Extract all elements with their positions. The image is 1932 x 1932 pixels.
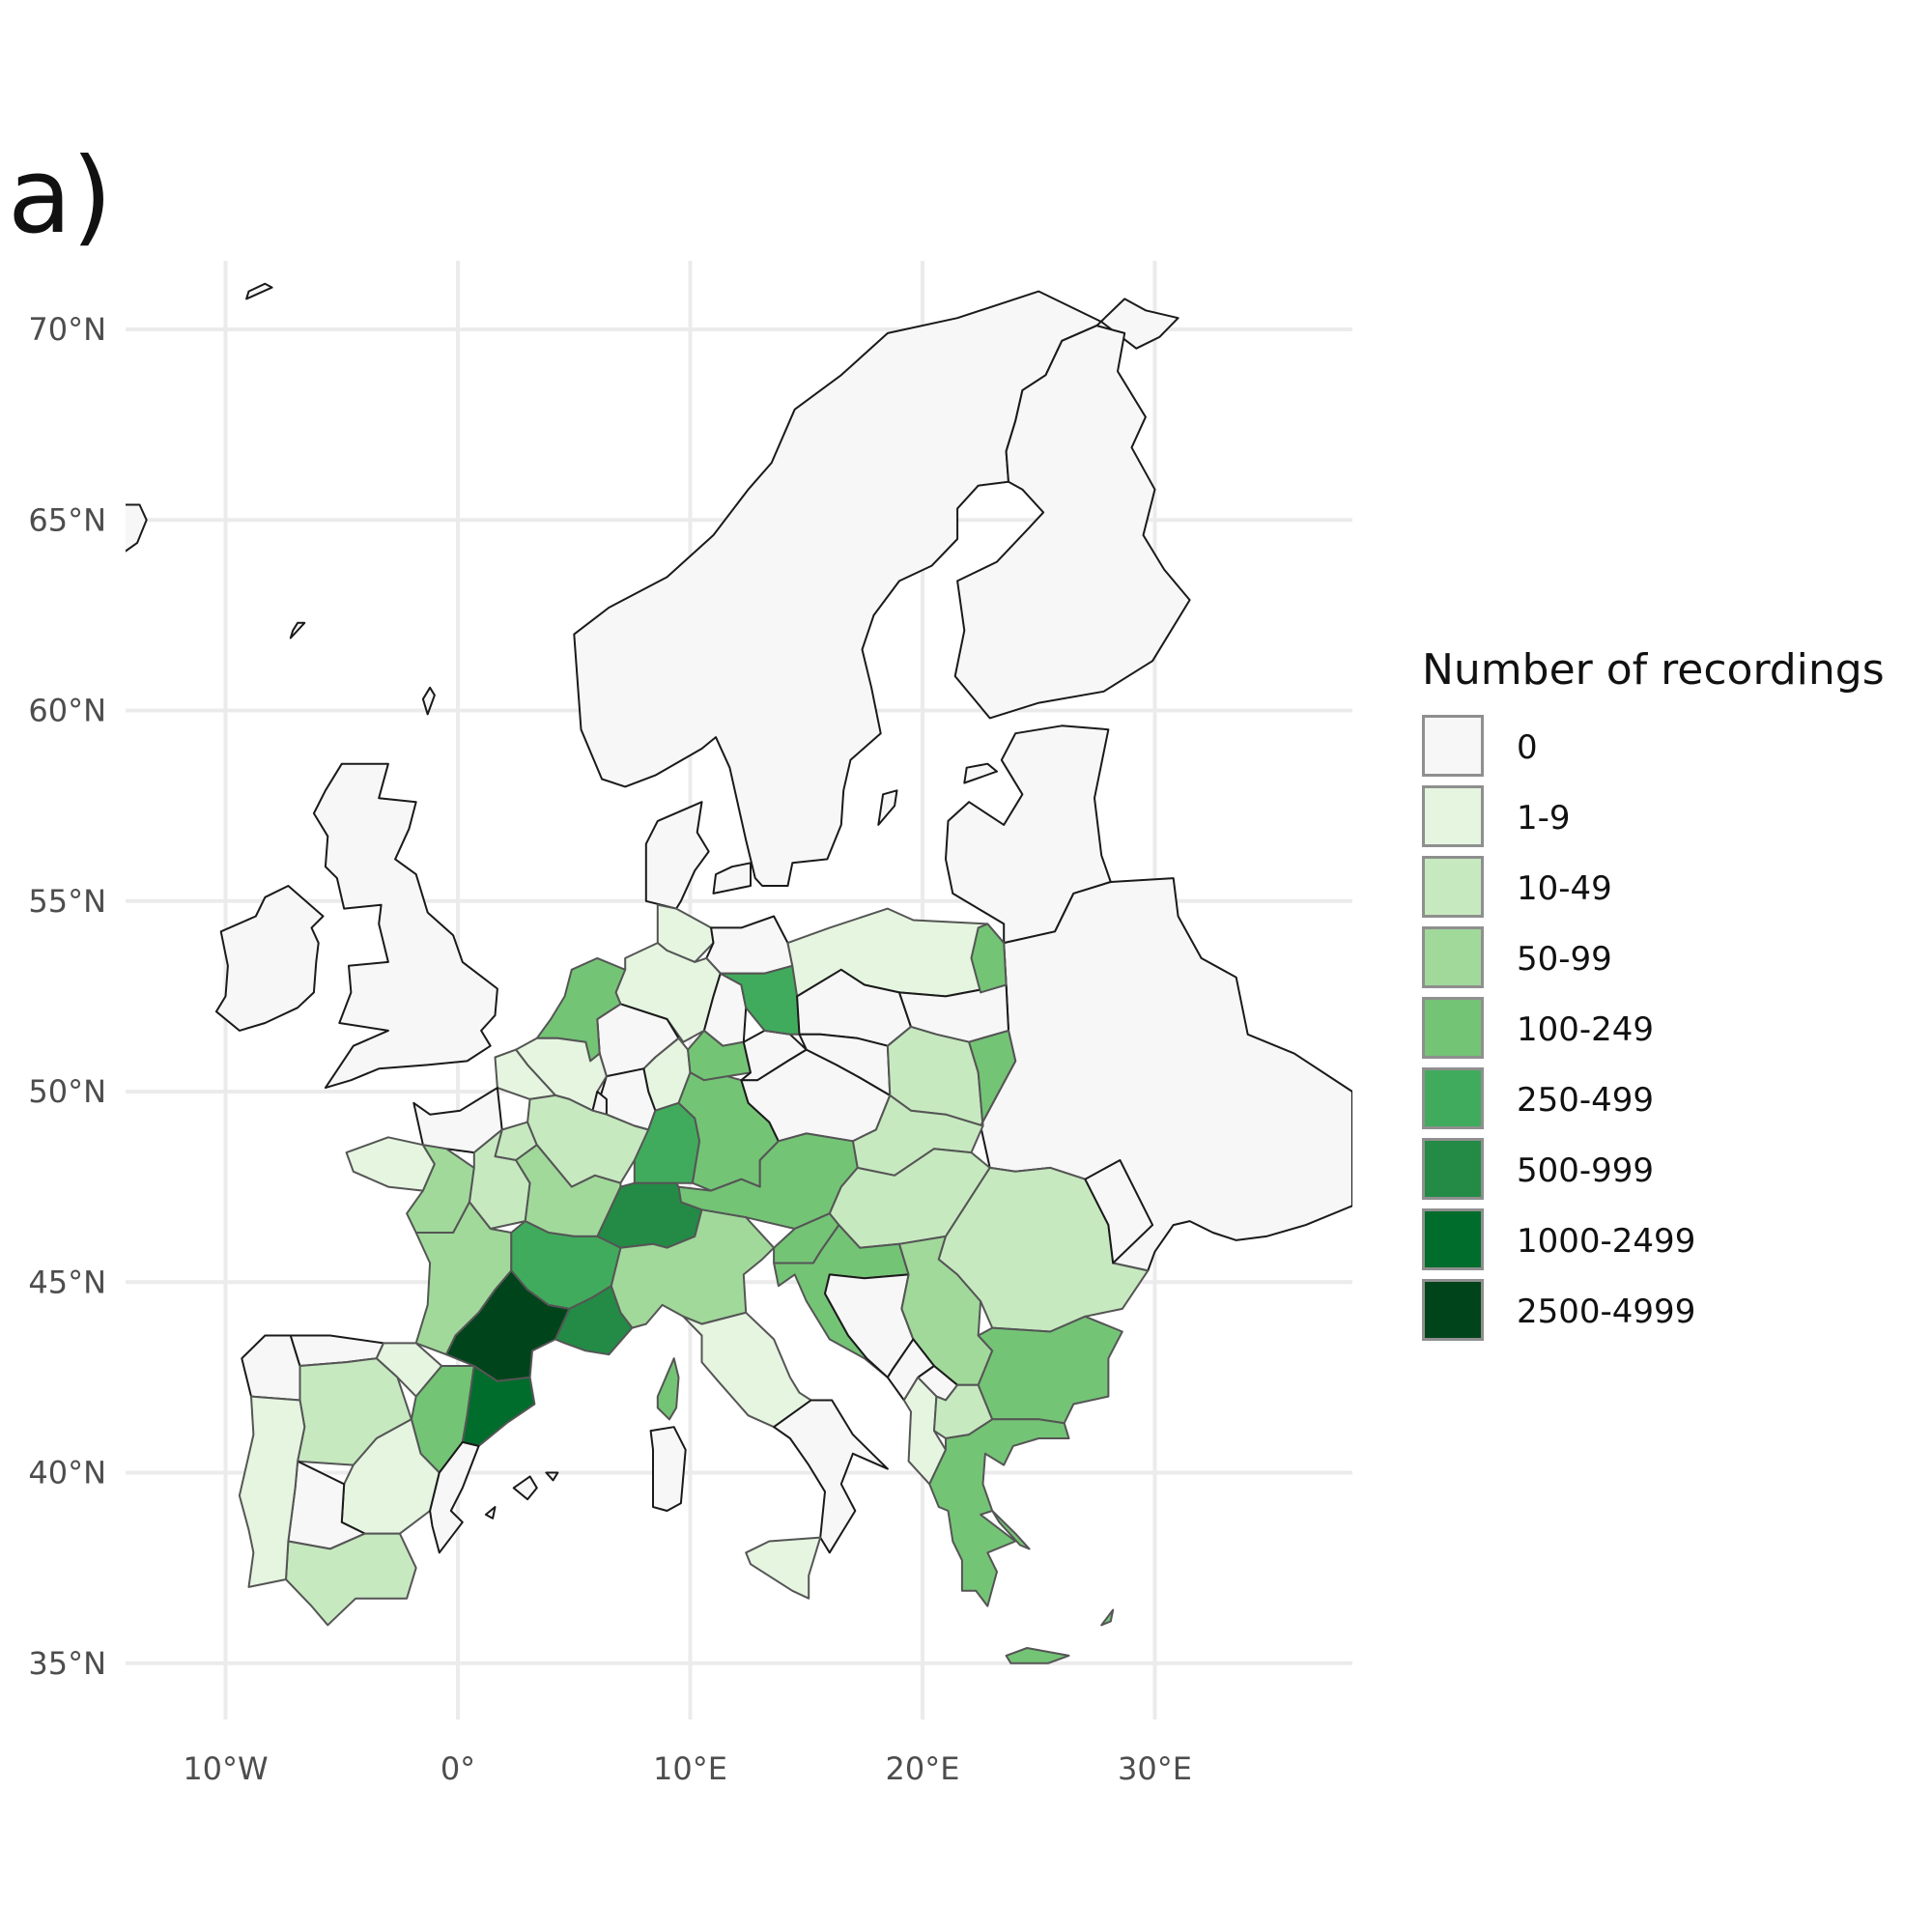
legend-label: 100-249 (1517, 1010, 1655, 1049)
legend-item: 500-999 (1422, 1138, 1866, 1200)
legend-swatch (1422, 997, 1484, 1059)
region-romania (937, 1166, 1150, 1333)
legend-swatch (1422, 926, 1484, 988)
region-gotland (877, 789, 898, 826)
axis-ticks: 10°W 0° 10°E 20°E 30°E 70°N 65°N 60°N 55°N 50°N 45… (28, 311, 1192, 1787)
legend-label: 250-499 (1517, 1081, 1655, 1120)
region-saaremaa (963, 762, 998, 784)
legend-swatch (1422, 1067, 1484, 1129)
x-tick-label: 30°E (1118, 1750, 1192, 1787)
legend-item: 1000-2499 (1422, 1208, 1866, 1270)
region-mecklenburg (705, 915, 794, 975)
y-tick-label: 65°N (28, 501, 106, 538)
x-tick-label: 20°E (886, 1750, 960, 1787)
region-jan-mayen (245, 282, 273, 300)
y-tick-label: 50°N (28, 1073, 106, 1110)
x-tick-label: 10°E (653, 1750, 727, 1787)
region-andalusia (285, 1532, 417, 1627)
region-faroe-islands (289, 621, 306, 639)
legend-swatch (1422, 785, 1484, 847)
legend-swatch (1422, 856, 1484, 918)
region-greece (928, 1418, 1070, 1607)
region-mallorca (512, 1475, 538, 1501)
region-ireland (214, 885, 325, 1032)
region-menorca (545, 1471, 559, 1482)
region-brittany (345, 1136, 436, 1192)
y-tick-label: 40°N (28, 1455, 106, 1492)
region-sicily (745, 1536, 822, 1600)
region-finland (953, 325, 1191, 720)
y-tick-label: 55°N (28, 883, 106, 920)
legend-title: Number of recordings (1422, 645, 1885, 695)
legend-swatch (1422, 1279, 1484, 1341)
region-euboea (991, 1510, 1031, 1550)
region-podlaskie (970, 923, 1008, 994)
region-bulgaria (977, 1315, 1123, 1425)
legend-label: 0 (1517, 728, 1538, 767)
legend-item: 50-99 (1422, 926, 1866, 988)
region-ibiza (484, 1506, 497, 1520)
region-burgundy-franche-comte (515, 1144, 622, 1237)
region-norway-sweden (573, 290, 1179, 887)
legend-label: 2500-4999 (1517, 1293, 1696, 1331)
region-denmark-jutland- (644, 801, 710, 910)
region-moldova (1084, 1159, 1154, 1264)
region-great-britain (312, 762, 498, 1090)
region-sardinia (649, 1426, 687, 1512)
legend-label: 50-99 (1517, 940, 1612, 979)
region-italy-center (682, 1311, 812, 1429)
legend-item: 250-499 (1422, 1067, 1866, 1129)
panel-label: a) (8, 136, 113, 257)
legend-item: 1-9 (1422, 785, 1866, 847)
regions (126, 282, 1352, 1664)
region-iceland-east-tip- (126, 503, 148, 553)
region-italy-south (773, 1399, 889, 1554)
legend-item: 2500-4999 (1422, 1279, 1866, 1341)
legend-label: 500-999 (1517, 1151, 1655, 1190)
region-paca (554, 1285, 634, 1356)
region-crete (1005, 1647, 1070, 1664)
region-russia-belarus-ukraine-baltics (945, 724, 1112, 945)
x-tick-label: 10°W (183, 1750, 268, 1787)
y-tick-label: 70°N (28, 311, 106, 348)
region-galicia (241, 1334, 301, 1402)
region-catalonia (461, 1365, 536, 1447)
region-corsica (656, 1357, 680, 1421)
legend-swatch (1422, 715, 1484, 777)
legend-item: 0 (1422, 715, 1866, 777)
region-valencia (429, 1440, 480, 1554)
y-tick-label: 45°N (28, 1264, 106, 1300)
region-shetland (421, 686, 436, 716)
region-italy-north (610, 1208, 776, 1329)
y-tick-label: 35°N (28, 1645, 106, 1682)
y-tick-label: 60°N (28, 693, 106, 729)
legend-item: 100-249 (1422, 997, 1866, 1059)
legend-label: 1000-2499 (1517, 1222, 1696, 1261)
legend-item: 10-49 (1422, 856, 1866, 918)
x-tick-label: 0° (440, 1750, 475, 1787)
region-portugal (238, 1395, 306, 1588)
legend-swatch (1422, 1208, 1484, 1270)
region-rhodes (1100, 1608, 1115, 1627)
region-brandenburg (719, 964, 801, 1036)
legend-label: 10-49 (1517, 869, 1612, 908)
legend-label: 1-9 (1517, 799, 1571, 838)
region-denmark-zealand- (712, 862, 752, 895)
legend-swatch (1422, 1138, 1484, 1200)
